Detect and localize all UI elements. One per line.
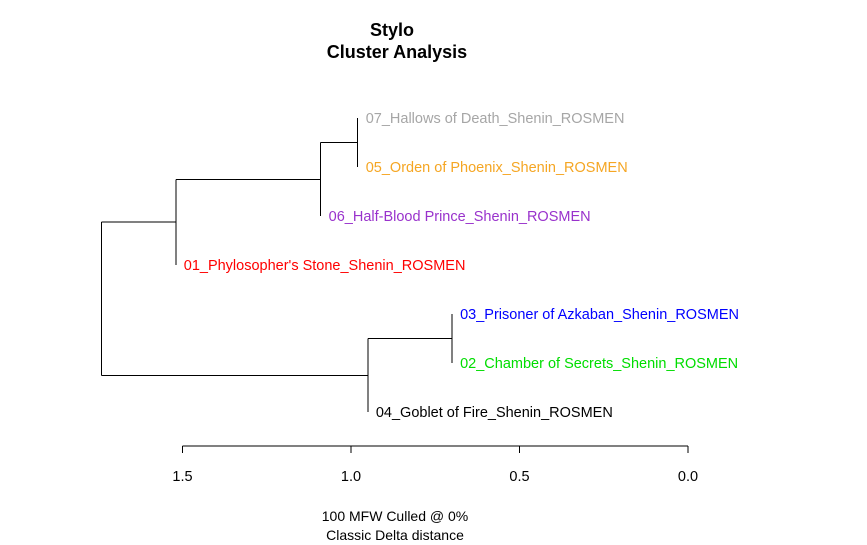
- chart-subtitle: Cluster Analysis: [327, 42, 467, 62]
- x-tick-label: 1.5: [172, 469, 192, 485]
- dendrogram-branches: [101, 118, 453, 412]
- leaf-label: 05_Orden of Phoenix_Shenin_ROSMEN: [366, 160, 628, 176]
- x-axis: 1.5 1.0 0.5 0.0: [172, 445, 698, 485]
- leaf-label: 07_Hallows of Death_Shenin_ROSMEN: [366, 111, 625, 127]
- leaf-label: 01_Phylosopher's Stone_Shenin_ROSMEN: [184, 258, 466, 274]
- x-tick-label: 0.5: [509, 469, 529, 485]
- leaf-labels: 07_Hallows of Death_Shenin_ROSMEN 05_Orde…: [184, 111, 739, 421]
- leaf-label: 03_Prisoner of Azkaban_Shenin_ROSMEN: [460, 307, 739, 323]
- chart-title: Stylo: [370, 20, 414, 40]
- leaf-label: 04_Goblet of Fire_Shenin_ROSMEN: [376, 405, 613, 421]
- x-axis-label-distance: Classic Delta distance: [326, 527, 464, 543]
- x-axis-label-mfw: 100 MFW Culled @ 0%: [322, 508, 468, 524]
- x-tick-label: 0.0: [678, 469, 698, 485]
- leaf-label: 06_Half-Blood Prince_Shenin_ROSMEN: [329, 209, 591, 225]
- x-tick-label: 1.0: [341, 469, 361, 485]
- leaf-label: 02_Chamber of Secrets_Shenin_ROSMEN: [460, 356, 738, 372]
